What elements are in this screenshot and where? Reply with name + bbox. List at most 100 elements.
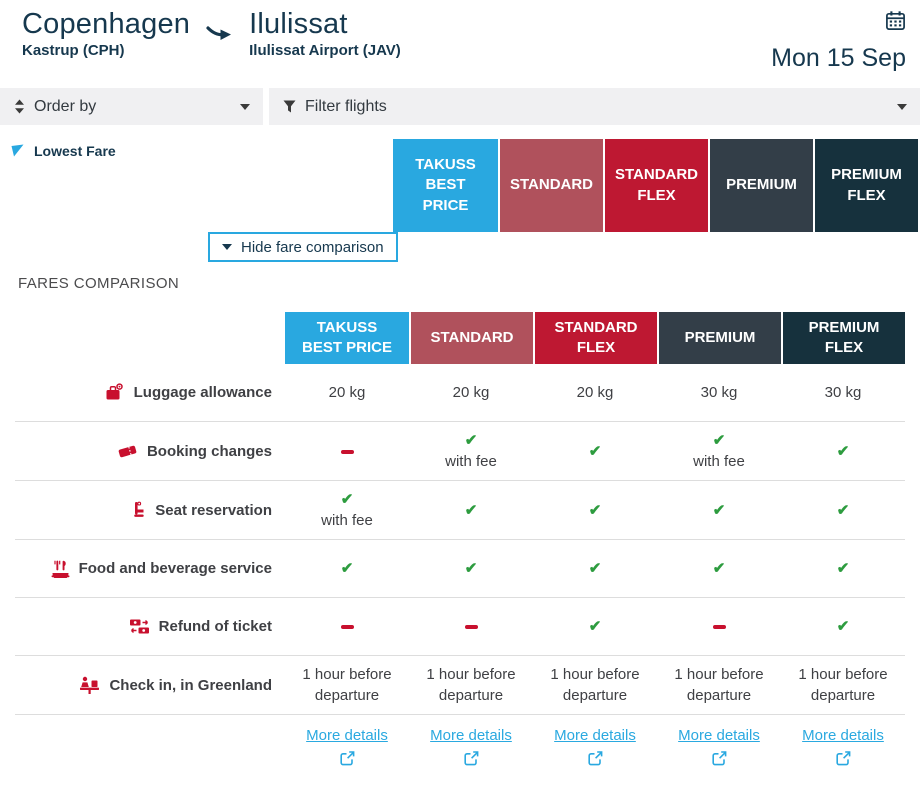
table-row: Food and beverage service ✔ ✔ ✔ ✔ ✔ [15,540,905,598]
more-details-link[interactable]: More details [306,727,388,744]
fare-value-cell: ✔ [781,608,905,645]
lowest-fare-legend: Lowest Fare [10,143,116,159]
fare-value-cell: 1 hour before departure [798,666,888,704]
check-icon: ✔ [588,442,602,460]
fare-value-cell: 20 kg [328,384,366,401]
filter-flights-dropdown[interactable]: Filter flights [269,88,920,125]
fare-class-band: TAKUSS BEST PRICE STANDARD STANDARD FLEX PR… [393,139,920,232]
calendar-icon[interactable] [885,10,906,31]
fare-class-header: STANDARD [498,139,603,232]
chevron-down-icon [240,104,250,110]
fare-class-header: STANDARD FLEX [603,139,708,232]
fare-value-cell: 30 kg [824,384,862,401]
more-details-link[interactable]: More details [678,727,760,744]
fare-value-cell: ✔ [533,433,657,470]
row-label-cell: Luggage allowance [15,383,285,402]
row-label: Food and beverage service [78,560,272,577]
more-details-cell: More details [409,715,533,780]
checkin-icon [79,676,100,694]
travel-date: Mon 15 Sep [771,44,906,72]
table-row: Seat reservation ✔ with fee ✔ ✔ ✔ ✔ [15,481,905,540]
check-icon: ✔ [836,560,850,577]
table-row: Check in, in Greenland 1 hour before depa… [15,656,905,715]
external-link-icon[interactable] [415,751,527,772]
external-link-icon[interactable] [291,751,403,772]
date-block[interactable]: Mon 15 Sep [771,10,906,73]
check-icon: ✔ [836,501,850,519]
check-icon: ✔ [464,501,478,519]
fare-value-cell: 20 kg [576,384,614,401]
origin-airport: Kastrup (CPH) [22,42,125,59]
row-label-cell: Check in, in Greenland [15,676,285,694]
check-icon: ✔ [712,560,726,577]
more-details-row: More details More details More details More… [15,715,905,787]
destination-block: Ilulissat Ilulissat Airport (JAV) [249,8,401,59]
chevron-down-icon [222,244,232,250]
fare-class-header: PREMIUM [708,139,813,232]
check-icon: ✔ [588,560,602,577]
fare-value-cell: ✔ [285,550,409,587]
fare-value-cell: ✔ [657,550,781,587]
dash-icon [712,625,726,630]
table-corner-cell [15,312,285,364]
fare-value-cell [409,608,533,645]
table-fare-header-row: TAKUSS BEST PRICE STANDARD STANDARD FLEX PR… [15,312,905,364]
check-icon: ✔ [588,501,602,519]
external-link-icon[interactable] [663,751,775,772]
fare-class-header: STANDARD FLEX [533,312,657,364]
fare-value-cell [657,608,781,645]
order-by-label: Order by [34,97,97,115]
fare-class-header: PREMIUM FLEX [813,139,918,232]
more-details-link[interactable]: More details [554,727,636,744]
table-row: Refund of ticket ✔ ✔ [15,598,905,656]
more-details-cell: More details [657,715,781,780]
table-row: Booking changes ✔ with fee ✔ ✔ with fee ✔ [15,422,905,481]
fares-comparison-title: FARES COMPARISON [18,275,180,292]
origin-city: Copenhagen [22,8,191,40]
fare-value-cell: ✔ with fee [657,422,781,480]
fare-value-cell: ✔ [409,492,533,529]
check-icon: ✔ [464,432,478,449]
check-icon: ✔ [836,442,850,460]
external-link-icon[interactable] [787,751,899,772]
fare-value-cell: ✔ [781,433,905,470]
fare-class-header: PREMIUM FLEX [781,312,905,364]
fare-class-header: PREMIUM [657,312,781,364]
fare-value-cell: 30 kg [700,384,738,401]
check-icon: ✔ [712,432,726,449]
more-details-link[interactable]: More details [802,727,884,744]
fee-note: with fee [321,512,373,529]
hide-fare-comparison-button[interactable]: Hide fare comparison [208,232,398,262]
row-label: Luggage allowance [133,384,272,401]
route-header: Copenhagen Kastrup (CPH) Ilulissat Iluli… [0,0,920,82]
fare-value-cell: ✔ [533,492,657,529]
fare-value-cell: ✔ [657,492,781,529]
more-details-link[interactable]: More details [430,727,512,744]
fare-value-cell: ✔ [533,550,657,587]
fare-value-cell: 1 hour before departure [674,666,764,704]
fare-value-cell: 1 hour before departure [550,666,640,704]
row-label: Check in, in Greenland [109,676,272,694]
row-label-cell: Seat reservation [15,501,285,519]
fare-value-cell: ✔ [533,608,657,645]
row-label-cell: Refund of ticket [15,618,285,635]
check-icon: ✔ [836,618,850,635]
fare-value-cell: ✔ [409,550,533,587]
check-icon: ✔ [712,501,726,519]
dash-icon [464,625,478,630]
refund-icon [129,618,150,635]
more-details-cell: More details [533,715,657,780]
destination-airport: Ilulissat Airport (JAV) [249,42,401,59]
filter-icon [283,100,296,113]
sort-icon [14,99,25,114]
fare-value-cell: ✔ with fee [285,481,409,539]
more-details-cell: More details [781,715,905,780]
check-icon: ✔ [340,491,354,508]
ticket-icon [117,443,138,460]
food-icon [51,560,70,578]
external-link-icon[interactable] [539,751,651,772]
fare-value-cell [285,433,409,470]
row-label: Booking changes [146,442,272,460]
order-by-dropdown[interactable]: Order by [0,88,263,125]
fare-value-cell: ✔ [781,492,905,529]
